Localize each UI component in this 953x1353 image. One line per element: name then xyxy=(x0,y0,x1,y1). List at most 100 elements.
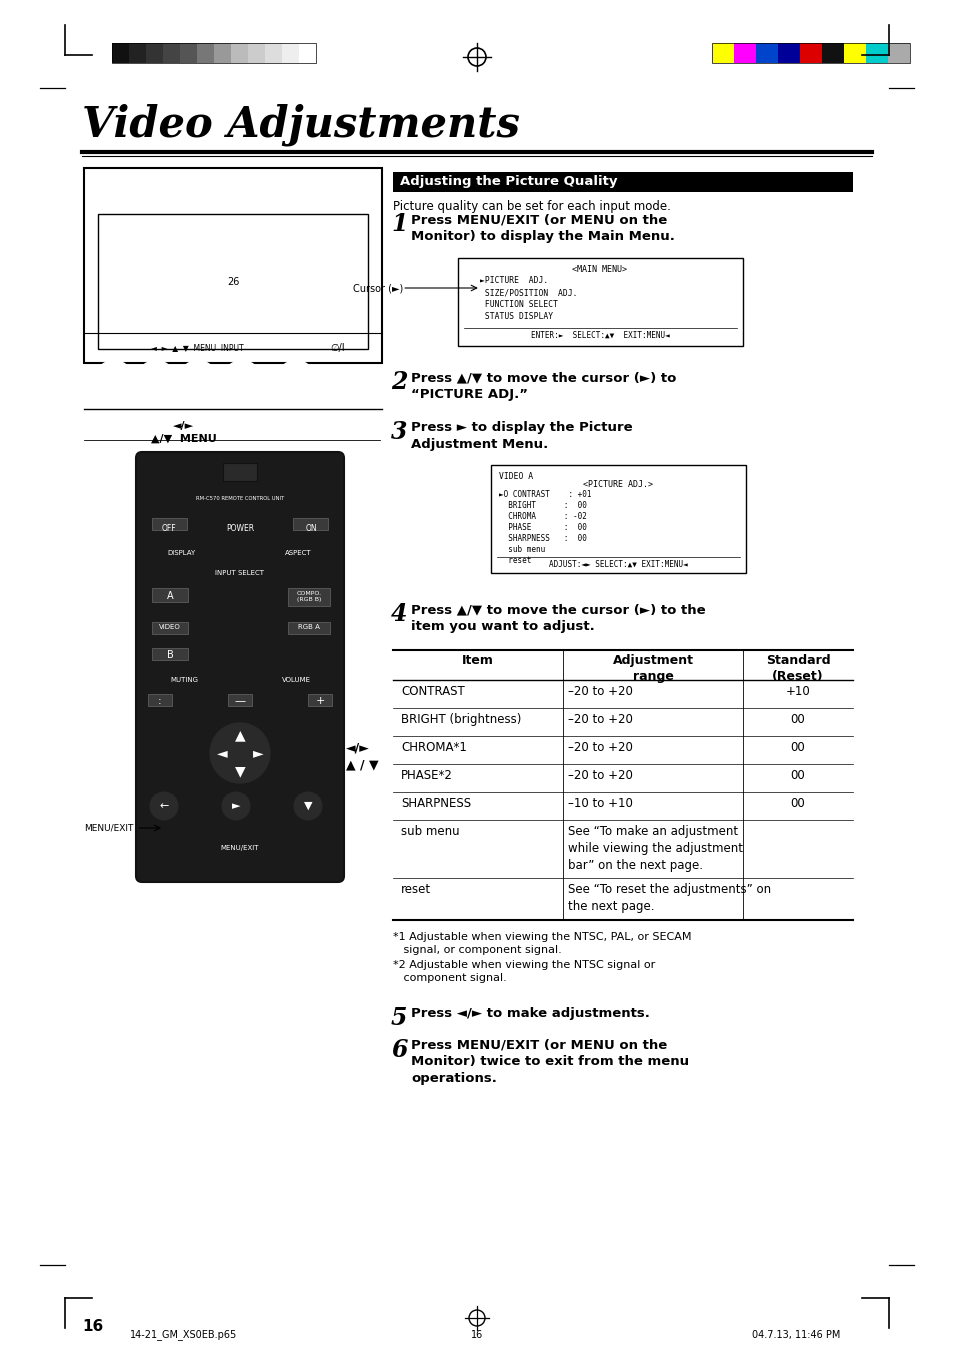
Circle shape xyxy=(222,361,262,400)
Text: 00: 00 xyxy=(790,769,804,782)
Bar xyxy=(223,463,256,482)
Text: 00: 00 xyxy=(790,713,804,727)
Text: 3: 3 xyxy=(391,419,407,444)
Text: 16: 16 xyxy=(82,1319,103,1334)
Bar xyxy=(733,43,755,64)
Text: sub menu: sub menu xyxy=(400,825,459,838)
Text: ▼: ▼ xyxy=(303,801,312,810)
Text: 6: 6 xyxy=(391,1038,407,1062)
Bar xyxy=(293,518,328,530)
Text: ◄/►: ◄/► xyxy=(173,421,194,432)
Bar xyxy=(129,43,146,64)
Text: Adjustment
range: Adjustment range xyxy=(612,653,693,683)
Text: sub menu: sub menu xyxy=(498,545,545,553)
Text: 1: 1 xyxy=(391,212,407,235)
Bar xyxy=(152,518,187,530)
Bar xyxy=(843,43,865,64)
Text: FUNCTION SELECT: FUNCTION SELECT xyxy=(479,300,558,308)
Text: –20 to +20: –20 to +20 xyxy=(567,769,632,782)
Text: STATUS DISPLAY: STATUS DISPLAY xyxy=(479,313,553,321)
Bar xyxy=(148,694,172,706)
Bar xyxy=(112,43,129,64)
Text: 00: 00 xyxy=(790,797,804,810)
Bar xyxy=(112,43,315,64)
Text: 00: 00 xyxy=(790,741,804,754)
Circle shape xyxy=(136,361,175,400)
Text: ←: ← xyxy=(159,801,169,810)
Bar xyxy=(152,622,188,635)
Circle shape xyxy=(294,792,322,820)
Text: CHROMA      : -02: CHROMA : -02 xyxy=(498,511,586,521)
Text: OFF: OFF xyxy=(161,524,176,533)
Text: Press ▲/▼ to move the cursor (►) to
“PICTURE ADJ.”: Press ▲/▼ to move the cursor (►) to “PIC… xyxy=(411,371,676,400)
Bar xyxy=(711,43,909,64)
Circle shape xyxy=(150,792,178,820)
Bar xyxy=(265,43,282,64)
Text: 26: 26 xyxy=(227,277,239,287)
Bar xyxy=(248,43,265,64)
Text: See “To make an adjustment
while viewing the adjustment
bar” on the next page.: See “To make an adjustment while viewing… xyxy=(567,825,742,871)
Text: VOLUME: VOLUME xyxy=(281,676,310,683)
Text: 04.7.13, 11:46 PM: 04.7.13, 11:46 PM xyxy=(751,1330,840,1339)
Bar xyxy=(228,694,252,706)
Bar xyxy=(288,589,330,606)
Text: 14-21_GM_XS0EB.p65: 14-21_GM_XS0EB.p65 xyxy=(130,1329,237,1339)
Text: B: B xyxy=(167,649,173,660)
Bar xyxy=(711,43,733,64)
Text: SHARPNESS: SHARPNESS xyxy=(400,797,471,810)
Text: MUTING: MUTING xyxy=(170,676,198,683)
Bar xyxy=(887,43,909,64)
Circle shape xyxy=(222,792,250,820)
Text: ENTER:►  SELECT:▲▼  EXIT:MENU◄: ENTER:► SELECT:▲▼ EXIT:MENU◄ xyxy=(530,331,669,340)
Text: <MAIN MENU>: <MAIN MENU> xyxy=(572,265,627,275)
Text: Standard
(Reset): Standard (Reset) xyxy=(765,653,829,683)
Bar xyxy=(821,43,843,64)
Text: reset: reset xyxy=(498,556,531,566)
Text: SHARPNESS   :  00: SHARPNESS : 00 xyxy=(498,534,586,543)
Bar xyxy=(98,214,368,349)
Circle shape xyxy=(275,361,315,400)
Text: INPUT SELECT: INPUT SELECT xyxy=(215,570,264,576)
Bar xyxy=(865,43,887,64)
Text: *1 Adjustable when viewing the NTSC, PAL, or SECAM
   signal, or component signa: *1 Adjustable when viewing the NTSC, PAL… xyxy=(393,932,691,955)
Text: MENU/EXIT: MENU/EXIT xyxy=(85,824,133,832)
Text: VIDEO A: VIDEO A xyxy=(498,472,533,482)
Text: Press MENU/EXIT (or MENU on the
Monitor) twice to exit from the menu
operations.: Press MENU/EXIT (or MENU on the Monitor)… xyxy=(411,1039,688,1085)
Bar xyxy=(146,43,163,64)
Circle shape xyxy=(210,723,270,783)
Text: ∅/I: ∅/I xyxy=(330,344,344,353)
Bar xyxy=(491,465,745,574)
Text: 5: 5 xyxy=(391,1007,407,1030)
Text: ◄: ◄ xyxy=(216,746,227,760)
Text: ►: ► xyxy=(232,801,240,810)
Text: +10: +10 xyxy=(785,685,809,698)
Text: MENU/EXIT: MENU/EXIT xyxy=(220,846,259,851)
Text: See “To reset the adjustments” on
the next page.: See “To reset the adjustments” on the ne… xyxy=(567,884,770,913)
Text: RGB A: RGB A xyxy=(297,624,319,630)
Text: Press ► to display the Picture
Adjustment Menu.: Press ► to display the Picture Adjustmen… xyxy=(411,421,632,451)
Text: +: + xyxy=(315,695,324,706)
Text: Adjusting the Picture Quality: Adjusting the Picture Quality xyxy=(399,175,617,188)
Text: reset: reset xyxy=(400,884,431,896)
Circle shape xyxy=(178,361,218,400)
Bar xyxy=(84,168,381,363)
Text: POWER: POWER xyxy=(226,524,253,533)
Text: –20 to +20: –20 to +20 xyxy=(567,685,632,698)
Text: Picture quality can be set for each input mode.: Picture quality can be set for each inpu… xyxy=(393,200,670,212)
Text: :: : xyxy=(158,695,162,706)
Text: ON: ON xyxy=(305,524,316,533)
Bar xyxy=(163,43,180,64)
Text: —: — xyxy=(234,695,245,706)
Bar xyxy=(231,43,248,64)
Text: 16: 16 xyxy=(471,1330,482,1339)
Bar xyxy=(457,258,742,346)
Text: ▲: ▲ xyxy=(234,728,245,741)
Text: Video Adjustments: Video Adjustments xyxy=(82,103,519,146)
Text: ►PICTURE  ADJ.: ►PICTURE ADJ. xyxy=(479,276,548,285)
Text: ADJUST:◄► SELECT:▲▼ EXIT:MENU◄: ADJUST:◄► SELECT:▲▼ EXIT:MENU◄ xyxy=(548,560,687,570)
Text: ASPECT: ASPECT xyxy=(284,551,311,556)
Bar xyxy=(755,43,778,64)
Text: Item: Item xyxy=(461,653,494,667)
Bar xyxy=(308,694,332,706)
Text: Cursor (►): Cursor (►) xyxy=(353,283,402,294)
